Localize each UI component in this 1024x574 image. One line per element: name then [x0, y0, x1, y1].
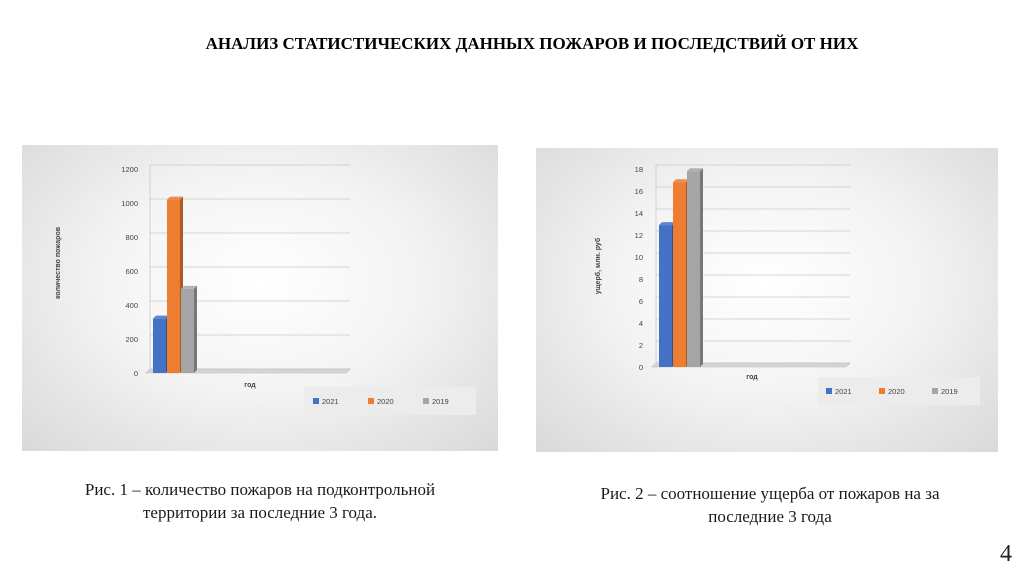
legend-box [304, 387, 476, 415]
bar-side [194, 285, 197, 373]
fires-count-chart: 0 200 400 600 800 1000 1200 количество пожаров г… [22, 145, 498, 451]
y-axis-title: количество пожаров [55, 226, 62, 299]
bar-2021 [659, 222, 675, 367]
bar-2020 [167, 196, 183, 373]
y-axis-title: ущерб, млн. руб [594, 237, 602, 294]
y-tick-label: 8 [639, 275, 643, 284]
bar-front [687, 171, 700, 367]
bar-front [673, 182, 686, 367]
bar-2019 [181, 285, 197, 373]
y-tick-label: 6 [639, 297, 643, 306]
bar-top [673, 179, 689, 183]
y-tick-label: 4 [639, 319, 643, 328]
y-tick-label: 10 [635, 253, 643, 262]
bar-top [167, 196, 183, 200]
bar-top [181, 285, 197, 289]
legend-label-2019: 2019 [941, 387, 958, 396]
figure-1-caption: Рис. 1 – количество пожаров на подконтро… [30, 478, 490, 524]
bar-2019 [687, 168, 703, 367]
y-tick-label: 0 [639, 363, 643, 372]
figure-1-caption-line1: Рис. 1 – количество пожаров на подконтро… [84, 480, 436, 499]
legend-label-2021: 2021 [835, 387, 852, 396]
y-tick-label: 800 [125, 233, 138, 242]
damage-chart: 0 2 4 6 8 10 12 14 16 18 ущерб, млн. руб год 2021 202… [536, 148, 998, 452]
legend-label-2021: 2021 [322, 397, 339, 406]
y-tick-label: 1200 [121, 165, 138, 174]
bar-front [153, 318, 166, 373]
legend-label-2020: 2020 [377, 397, 394, 406]
figure-1-caption-line2: территории за последние 3 года. [143, 503, 377, 522]
bar-2020 [673, 179, 689, 367]
legend-label-2019: 2019 [432, 397, 449, 406]
page-number: 4 [1000, 541, 1012, 567]
bar-side [700, 168, 703, 367]
legend-swatch-2021 [313, 398, 319, 404]
legend-label-2020: 2020 [888, 387, 905, 396]
y-tick-label: 18 [635, 165, 643, 174]
figure-2-caption: Рис. 2 – соотношение ущерба от пожаров н… [540, 482, 1000, 528]
legend-swatch-2021 [826, 388, 832, 394]
y-tick-label: 12 [635, 231, 643, 240]
slide-title: АНАЛИЗ СТАТИСТИЧЕСКИХ ДАННЫХ ПОЖАРОВ И П… [205, 34, 859, 53]
y-tick-label: 2 [639, 341, 643, 350]
x-axis-title: год [244, 382, 256, 389]
legend-swatch-2020 [879, 388, 885, 394]
bar-top [153, 315, 169, 319]
y-tick-label: 1000 [121, 199, 138, 208]
bar-top [659, 222, 675, 226]
figure-2-caption-line1: Рис. 2 – соотношение ущерба от пожаров н… [600, 484, 940, 503]
damage-chart-svg: 0 2 4 6 8 10 12 14 16 18 ущерб, млн. руб год 2021 202… [594, 164, 980, 405]
bar-front [181, 288, 194, 373]
legend-swatch-2019 [423, 398, 429, 404]
legend-swatch-2020 [368, 398, 374, 404]
x-axis-title: год [746, 374, 758, 381]
y-tick-label: 16 [635, 187, 643, 196]
bar-2021 [153, 315, 169, 373]
y-tick-label: 400 [125, 301, 138, 310]
y-tick-label: 0 [134, 369, 138, 378]
figure-2-caption-line2: последние 3 года [708, 507, 832, 526]
legend-swatch-2019 [932, 388, 938, 394]
bar-front [659, 225, 672, 367]
y-tick-label: 600 [125, 267, 138, 276]
fires-count-chart-svg: 0 200 400 600 800 1000 1200 количество пожаров г… [55, 164, 476, 415]
y-tick-label: 14 [635, 209, 643, 218]
bar-front [167, 199, 180, 373]
y-tick-label: 200 [125, 335, 138, 344]
bar-top [687, 168, 703, 172]
legend-box [818, 377, 980, 405]
